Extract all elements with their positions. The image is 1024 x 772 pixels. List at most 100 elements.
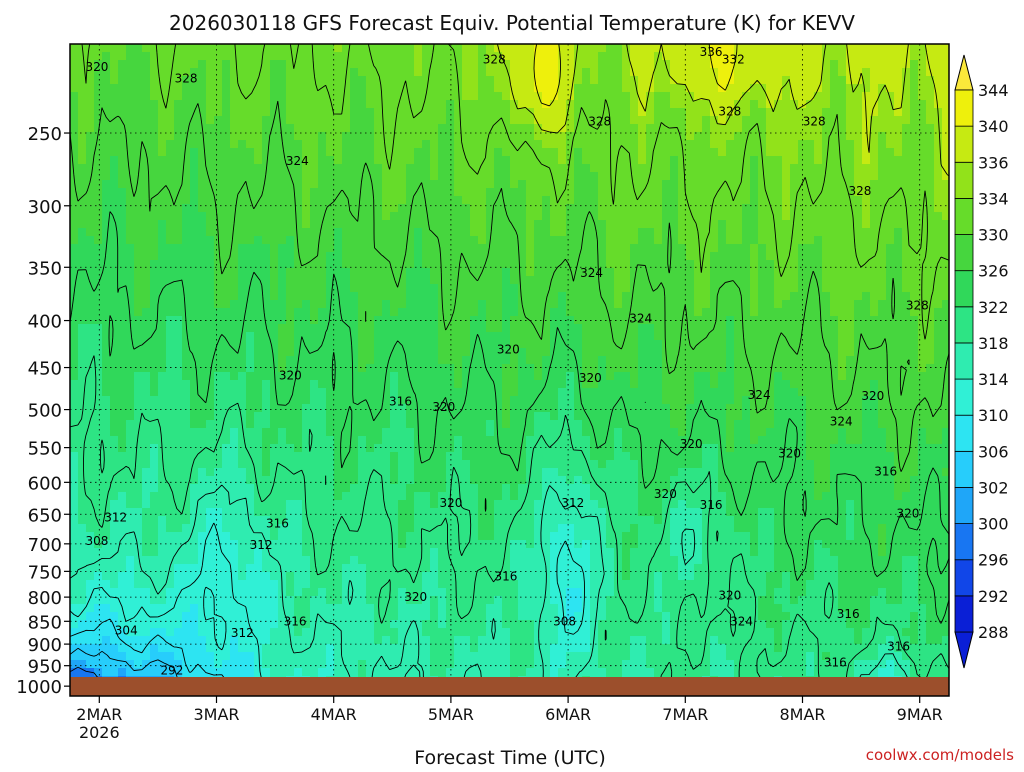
contour-label: 320 [654,487,677,501]
y-tick-label: 300 [28,197,62,218]
colorbar-label: 318 [978,334,1009,353]
contour-label: 324 [580,266,603,280]
colorbar-swatch [955,90,973,126]
contour-label: 320 [497,342,520,356]
colorbar-label: 288 [978,623,1009,642]
contour-label: 328 [848,184,871,198]
contour-label: 320 [279,368,302,382]
contour-label: 316 [874,465,897,479]
contour-label: 320 [432,400,455,414]
contour-label: 320 [86,60,109,74]
ground-bar [70,677,949,696]
x-tick-label: 6MAR [545,705,591,724]
contour-label: 320 [897,507,920,521]
y-axis: 2503003504004505005506006507007508008509… [16,124,70,698]
colorbar-swatch [955,235,973,271]
contour-label: 316 [266,516,289,530]
contour-label: 324 [730,614,753,628]
contour-label: 312 [104,510,127,524]
colorbar-label: 306 [978,442,1009,461]
contour-label: 320 [680,437,703,451]
colorbar-label: 302 [978,478,1009,497]
y-tick-label: 500 [28,401,62,422]
contour-label: 316 [837,607,860,621]
x-tick-label: 8MAR [779,705,825,724]
colorbar-label: 322 [978,298,1009,317]
contour-label: 320 [579,371,602,385]
contour-label: 320 [439,496,462,510]
colorbar-label: 296 [978,551,1009,570]
colorbar-label: 334 [978,189,1009,208]
y-tick-label: 750 [28,562,62,583]
contour-label: 316 [887,639,910,653]
colorbar-swatch [955,271,973,307]
colorbar-swatch [955,198,973,234]
x-tick-label: 2MAR [76,705,122,724]
contour-label: 316 [700,498,723,512]
contour-label: 324 [629,312,652,326]
contour-label: 312 [250,538,273,552]
y-tick-label: 250 [28,124,62,145]
x-tick-label: 7MAR [662,705,708,724]
colorbar-label: 310 [978,406,1009,425]
contour-label: 316 [495,570,518,584]
contour-label: 292 [161,664,184,678]
x-tick-label: 4MAR [311,705,357,724]
colorbar-swatch [955,379,973,415]
contour-label: 312 [561,496,584,510]
colorbar-swatch [955,451,973,487]
colorbar-label: 326 [978,262,1009,281]
contour-label: 328 [175,71,198,85]
x-tick-label: 3MAR [193,705,239,724]
colorbar-label: 336 [978,153,1009,172]
contour-label: 320 [861,389,884,403]
contour-label: 328 [906,298,929,312]
y-tick-label: 850 [28,612,62,633]
colorbar-label: 314 [978,370,1009,389]
contour-label: 320 [718,589,741,603]
x-axis-label: Forecast Time (UTC) [414,747,605,768]
x-tick-label: 9MAR [897,705,943,724]
contour-label: 312 [231,626,254,640]
x-tick-sublabel: 2026 [79,723,120,742]
contour-label: 328 [803,115,826,129]
y-tick-label: 550 [28,439,62,460]
contour-label: 308 [86,534,109,548]
y-tick-label: 700 [28,535,62,556]
contour-label: 304 [115,624,138,638]
colorbar-swatch [955,487,973,523]
colorbar-top-arrow [955,55,973,90]
colorbar-swatch [955,524,973,560]
colorbar-label: 300 [978,515,1009,534]
contour-label: 328 [588,115,611,129]
contour-label: 324 [830,414,853,428]
contour-label: 328 [718,105,741,119]
contour-label: 336 [700,45,723,59]
colorbar-swatch [955,162,973,198]
contour-label: 316 [389,395,412,409]
colorbar-bottom-arrow [955,632,973,668]
chart-title: 2026030118 GFS Forecast Equiv. Potential… [169,11,855,35]
x-tick-label: 5MAR [428,705,474,724]
contour-label: 328 [483,53,506,67]
colorbar: 2882922963003023063103143183223263303343… [955,55,1009,668]
contour-label: 332 [722,53,745,67]
y-tick-label: 800 [28,588,62,609]
colorbar-swatch [955,415,973,451]
y-tick-label: 1000 [16,677,62,698]
y-tick-label: 650 [28,505,62,526]
colorbar-swatch [955,126,973,162]
colorbar-label: 292 [978,587,1009,606]
contour-label: 324 [748,388,771,402]
contour-label: 308 [553,614,576,628]
contour-label: 320 [404,590,427,604]
y-tick-label: 900 [28,635,62,656]
contour-label: 324 [286,154,309,168]
colorbar-swatch [955,560,973,596]
colorbar-swatch [955,596,973,632]
y-tick-label: 350 [28,258,62,279]
y-tick-label: 400 [28,312,62,333]
